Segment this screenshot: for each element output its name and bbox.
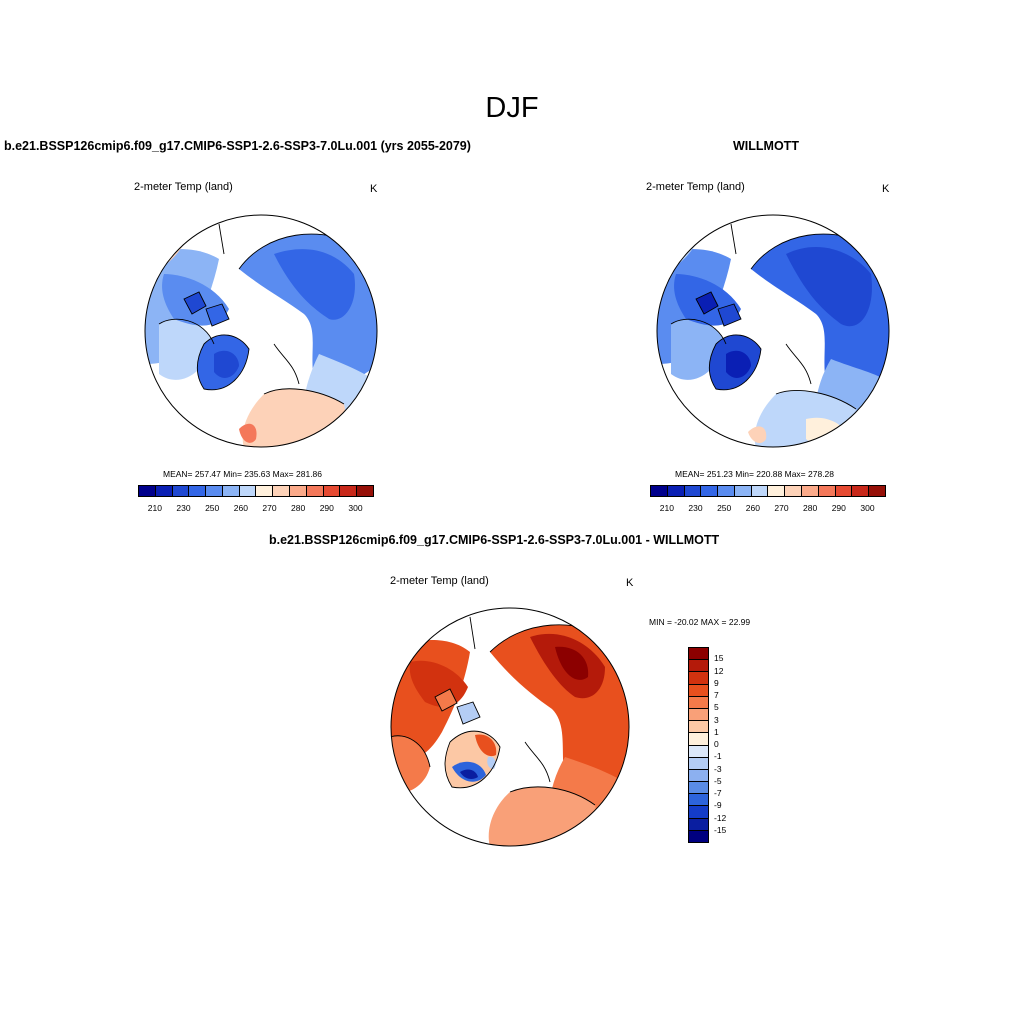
colorbar-swatch: [689, 819, 708, 831]
colorbar-swatch: [307, 486, 324, 496]
colorbar-tick-label: 280: [291, 503, 305, 513]
colorbar-swatch: [689, 746, 708, 758]
colorbar-swatch: [240, 486, 257, 496]
colorbar-tick-label: 0: [714, 739, 719, 749]
colorbar-tick-label: 210: [148, 503, 162, 513]
colorbar-swatch: [752, 486, 769, 496]
colorbar-swatch: [689, 709, 708, 721]
colorbar-tick-label: 280: [803, 503, 817, 513]
colorbar-swatch: [651, 486, 668, 496]
colorbar-swatch: [689, 806, 708, 818]
colorbar-swatch: [324, 486, 341, 496]
main-title: DJF: [0, 92, 1024, 125]
colorbar-tick-label: -9: [714, 800, 722, 810]
colorbar-swatch: [852, 486, 869, 496]
colorbar-tick-label: 9: [714, 678, 719, 688]
diff-colorbar: [688, 647, 709, 843]
obs-subtitle-left: 2-meter Temp (land): [646, 181, 745, 193]
colorbar-swatch: [689, 758, 708, 770]
colorbar-tick-label: 3: [714, 715, 719, 725]
colorbar-tick-label: 250: [205, 503, 219, 513]
colorbar-swatch: [139, 486, 156, 496]
colorbar-swatch: [189, 486, 206, 496]
obs-polar-map: [656, 214, 890, 448]
model-subtitle-left: 2-meter Temp (land): [134, 181, 233, 193]
colorbar-swatch: [735, 486, 752, 496]
colorbar-tick-label: 290: [320, 503, 334, 513]
colorbar-swatch: [701, 486, 718, 496]
colorbar-tick-label: 1: [714, 727, 719, 737]
colorbar-tick-label: -3: [714, 764, 722, 774]
colorbar-swatch: [689, 721, 708, 733]
colorbar-swatch: [173, 486, 190, 496]
obs-panel-title: WILLMOTT: [733, 139, 799, 153]
colorbar-swatch: [689, 660, 708, 672]
diff-minmax: MIN = -20.02 MAX = 22.99: [649, 617, 750, 627]
colorbar-tick-label: 290: [832, 503, 846, 513]
colorbar-swatch: [256, 486, 273, 496]
colorbar-swatch: [156, 486, 173, 496]
colorbar-tick-label: -12: [714, 813, 726, 823]
diff-polar-map: [390, 607, 630, 847]
colorbar-tick-label: -7: [714, 788, 722, 798]
colorbar-tick-label: 260: [234, 503, 248, 513]
colorbar-swatch: [273, 486, 290, 496]
colorbar-swatch: [357, 486, 373, 496]
colorbar-swatch: [869, 486, 885, 496]
colorbar-tick-label: -1: [714, 751, 722, 761]
colorbar-swatch: [836, 486, 853, 496]
colorbar-swatch: [718, 486, 735, 496]
colorbar-swatch: [768, 486, 785, 496]
colorbar-tick-label: 270: [262, 503, 276, 513]
colorbar-tick-label: 250: [717, 503, 731, 513]
diff-panel-title: b.e21.BSSP126cmip6.f09_g17.CMIP6-SSP1-2.…: [269, 533, 719, 547]
model-units: K: [370, 183, 377, 195]
colorbar-swatch: [689, 697, 708, 709]
colorbar-tick-label: 7: [714, 690, 719, 700]
colorbar-swatch: [689, 733, 708, 745]
diff-units: K: [626, 577, 633, 589]
model-panel-title: b.e21.BSSP126cmip6.f09_g17.CMIP6-SSP1-2.…: [4, 139, 471, 153]
colorbar-swatch: [689, 685, 708, 697]
diff-subtitle-left: 2-meter Temp (land): [390, 575, 489, 587]
colorbar-tick-label: 270: [774, 503, 788, 513]
colorbar-swatch: [689, 782, 708, 794]
colorbar-swatch: [290, 486, 307, 496]
colorbar-tick-label: 5: [714, 702, 719, 712]
colorbar-swatch: [223, 486, 240, 496]
obs-units: K: [882, 183, 889, 195]
model-polar-map: [144, 214, 378, 448]
model-colorbar: [138, 485, 374, 497]
colorbar-swatch: [685, 486, 702, 496]
colorbar-tick-label: 300: [860, 503, 874, 513]
colorbar-swatch: [785, 486, 802, 496]
colorbar-tick-label: 260: [746, 503, 760, 513]
colorbar-swatch: [668, 486, 685, 496]
colorbar-tick-label: 230: [176, 503, 190, 513]
colorbar-swatch: [689, 672, 708, 684]
colorbar-swatch: [689, 648, 708, 660]
colorbar-tick-label: 15: [714, 653, 723, 663]
colorbar-tick-label: -5: [714, 776, 722, 786]
colorbar-swatch: [819, 486, 836, 496]
colorbar-tick-label: 210: [660, 503, 674, 513]
colorbar-tick-label: 300: [348, 503, 362, 513]
colorbar-swatch: [340, 486, 357, 496]
colorbar-swatch: [689, 770, 708, 782]
obs-colorbar: [650, 485, 886, 497]
colorbar-tick-label: -15: [714, 825, 726, 835]
model-stats: MEAN= 257.47 Min= 235.63 Max= 281.86: [163, 469, 322, 479]
colorbar-swatch: [689, 794, 708, 806]
colorbar-tick-label: 230: [688, 503, 702, 513]
colorbar-swatch: [802, 486, 819, 496]
colorbar-tick-label: 12: [714, 666, 723, 676]
colorbar-swatch: [206, 486, 223, 496]
obs-stats: MEAN= 251.23 Min= 220.88 Max= 278.28: [675, 469, 834, 479]
colorbar-swatch: [689, 831, 708, 842]
